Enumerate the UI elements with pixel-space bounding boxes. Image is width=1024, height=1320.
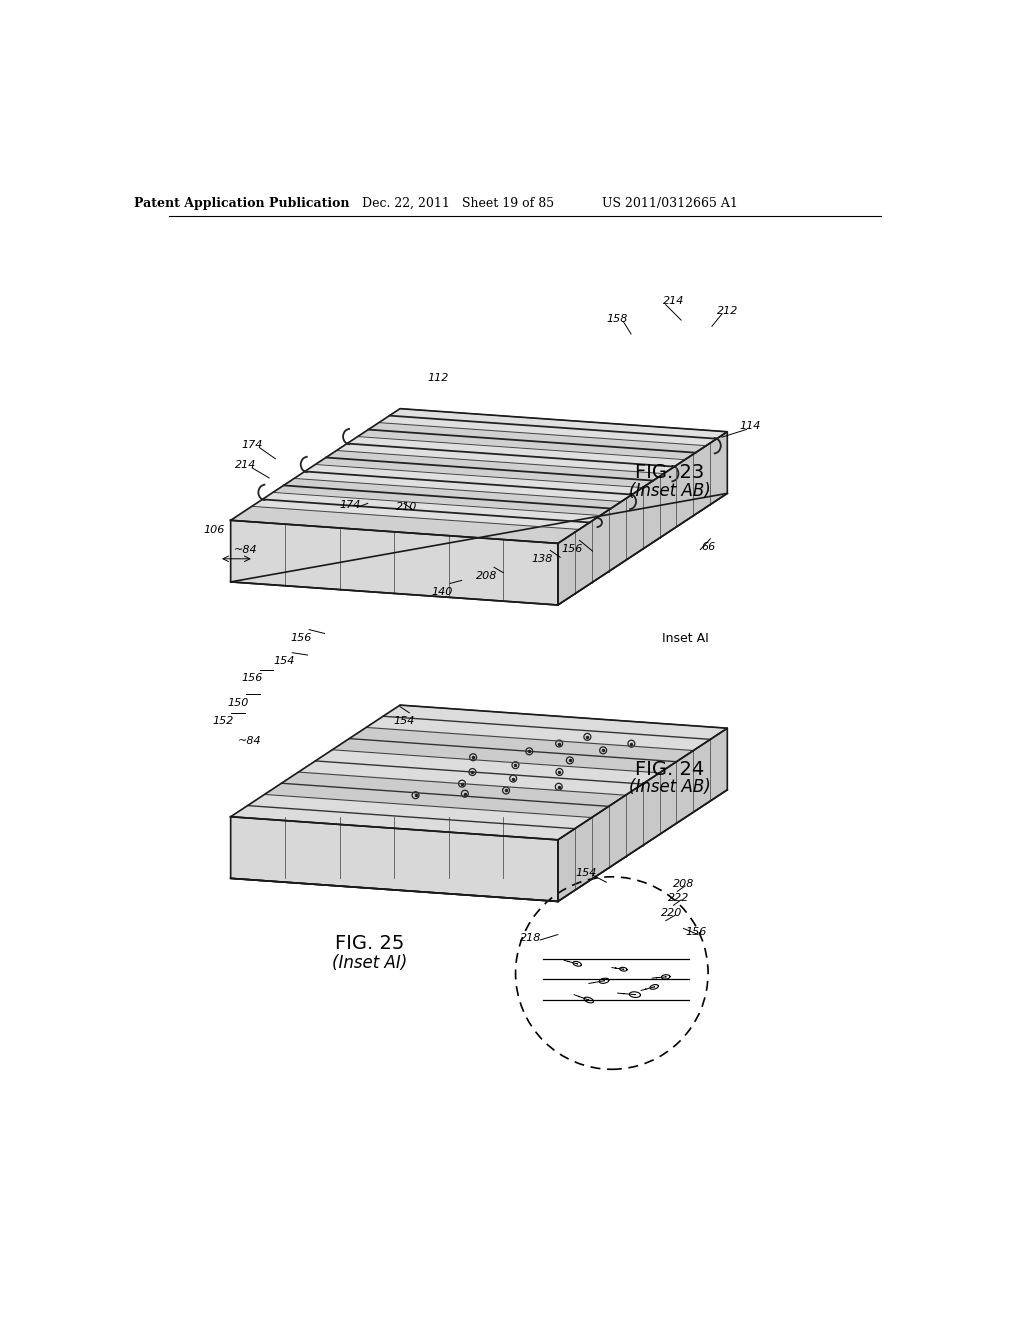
Text: 156: 156 (561, 544, 583, 554)
Text: Dec. 22, 2011: Dec. 22, 2011 (362, 197, 451, 210)
Polygon shape (379, 409, 727, 446)
Text: 174: 174 (242, 440, 263, 450)
Text: ~84: ~84 (239, 737, 262, 746)
Text: 212: 212 (717, 306, 738, 315)
Text: 208: 208 (673, 879, 694, 888)
Text: (Inset AB): (Inset AB) (629, 482, 711, 500)
Polygon shape (230, 817, 558, 902)
Text: 156: 156 (686, 927, 708, 937)
Text: 156: 156 (291, 634, 312, 643)
Text: 140: 140 (432, 587, 453, 597)
Text: 210: 210 (395, 502, 417, 512)
Text: 174: 174 (339, 500, 360, 510)
Text: 152: 152 (212, 715, 233, 726)
Text: 66: 66 (701, 543, 715, 552)
Text: US 2011/0312665 A1: US 2011/0312665 A1 (602, 197, 737, 210)
Text: FIG. 25: FIG. 25 (335, 935, 403, 953)
Polygon shape (294, 465, 643, 502)
Text: 154: 154 (393, 715, 415, 726)
Text: 220: 220 (662, 908, 683, 917)
Polygon shape (252, 492, 600, 529)
Text: 112: 112 (428, 372, 450, 383)
Text: 214: 214 (663, 296, 684, 306)
Text: FIG. 24: FIG. 24 (635, 759, 705, 779)
Text: (Inset AI): (Inset AI) (332, 954, 407, 972)
Text: 106: 106 (203, 524, 224, 535)
Polygon shape (273, 478, 622, 516)
Text: 222: 222 (668, 892, 689, 903)
Polygon shape (367, 705, 727, 751)
Polygon shape (230, 705, 727, 840)
Polygon shape (558, 729, 727, 902)
Polygon shape (264, 772, 626, 817)
Text: 150: 150 (227, 698, 249, 708)
Polygon shape (357, 422, 707, 459)
Text: FIG. 23: FIG. 23 (635, 463, 705, 482)
Text: 154: 154 (273, 656, 295, 667)
Polygon shape (333, 727, 693, 774)
Polygon shape (230, 507, 580, 544)
Text: Sheet 19 of 85: Sheet 19 of 85 (462, 197, 554, 210)
Polygon shape (298, 750, 659, 795)
Text: 154: 154 (575, 869, 597, 878)
Text: 208: 208 (475, 570, 497, 581)
Polygon shape (558, 432, 727, 605)
Text: Inset AI: Inset AI (662, 631, 709, 644)
Text: ~84: ~84 (234, 545, 258, 554)
Polygon shape (230, 795, 592, 840)
Text: 114: 114 (739, 421, 761, 432)
Polygon shape (230, 520, 558, 605)
Text: Patent Application Publication: Patent Application Publication (134, 197, 350, 210)
Text: (Inset AB): (Inset AB) (629, 779, 711, 796)
Polygon shape (315, 450, 664, 487)
Text: 138: 138 (531, 554, 553, 564)
Text: 158: 158 (606, 314, 628, 323)
Text: 218: 218 (520, 933, 542, 942)
Polygon shape (337, 437, 685, 474)
Text: 156: 156 (242, 673, 263, 684)
Text: 214: 214 (236, 459, 257, 470)
Polygon shape (230, 409, 727, 544)
